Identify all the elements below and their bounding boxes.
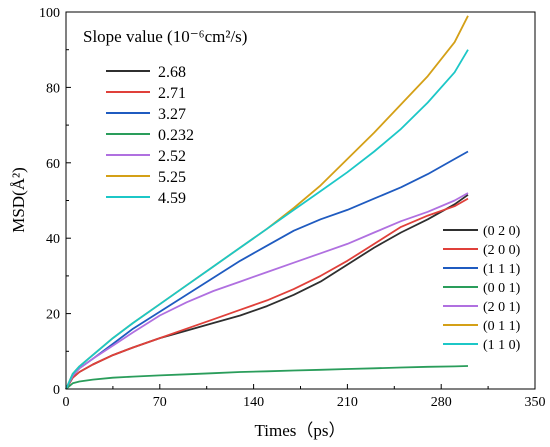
plot-frame: [65, 11, 536, 390]
y-tick-label: 100: [39, 6, 60, 21]
slope-legend-value: 2.52: [158, 148, 186, 165]
x-tick-label: 70: [153, 395, 167, 410]
y-tick-label: 40: [46, 232, 60, 247]
y-tick-label: 60: [46, 157, 60, 172]
y-tick-label: 0: [53, 383, 60, 398]
slope-legend-value: 0.232: [158, 127, 194, 144]
x-tick-label: 350: [525, 395, 546, 410]
series-legend-label: (0 0 1): [483, 281, 521, 296]
x-tick-label: 0: [63, 395, 70, 410]
series-line: [65, 192, 469, 390]
tick-labels: 0 70 140 210 280 350 0 20 40 60 80 100: [39, 6, 546, 410]
slope-legend: 2.68 2.71 3.27 0.232 2.52 5.25 4.59: [106, 64, 194, 207]
y-tick-label: 20: [46, 308, 60, 323]
series-legend-label: (1 1 0): [483, 338, 521, 353]
slope-legend-value: 3.27: [158, 106, 186, 123]
series-legend-label: (0 2 0): [483, 224, 521, 239]
slope-legend-value: 2.68: [158, 64, 186, 81]
series-line: [65, 49, 469, 390]
x-tick-label: 140: [243, 395, 264, 410]
y-axis-label: MSD(Å²): [9, 167, 28, 233]
y-tick-label: 80: [46, 81, 60, 96]
series-legend: (0 2 0) (2 0 0) (1 1 1) (0 0 1) (2 0 1) (0 1 …: [443, 224, 521, 353]
x-axis-label: Times（ps）: [254, 421, 345, 440]
series-legend-label: (1 1 1): [483, 262, 521, 277]
slope-legend-value: 2.71: [158, 85, 186, 102]
series-legend-label: (2 0 0): [483, 243, 521, 258]
series-lines: [65, 15, 469, 390]
series-legend-label: (2 0 1): [483, 300, 521, 315]
x-tick-label: 280: [431, 395, 452, 410]
series-line: [65, 150, 469, 390]
slope-legend-value: 4.59: [158, 190, 186, 207]
slope-legend-value: 5.25: [158, 169, 186, 186]
x-tick-label: 210: [337, 395, 358, 410]
series-legend-label: (0 1 1): [483, 319, 521, 334]
series-line: [65, 197, 469, 390]
slope-legend-title: Slope value (10⁻⁶cm²/s): [83, 27, 247, 46]
series-line: [65, 365, 469, 390]
